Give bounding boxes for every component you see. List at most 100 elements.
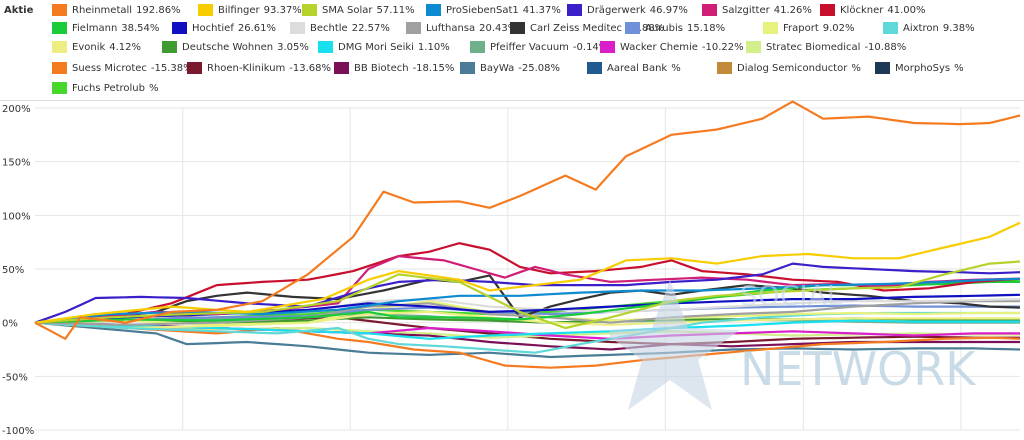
legend-value: 15.18% <box>686 22 726 34</box>
legend-item[interactable]: BB Biotech -18.15% <box>334 61 454 75</box>
legend-item[interactable]: Carl Zeiss Meditec 13.88% <box>510 21 664 35</box>
legend-item[interactable]: Bechtle 22.57% <box>290 21 390 35</box>
legend-label: Evonik <box>72 41 106 53</box>
legend-value: 1.10% <box>417 41 450 53</box>
legend-swatch <box>52 4 67 16</box>
legend-value: 46.97% <box>649 4 688 16</box>
legend-value: 57.11% <box>376 4 415 16</box>
legend-swatch <box>52 62 67 74</box>
series-line[interactable] <box>34 321 1021 359</box>
legend-label: Fuchs Petrolub <box>72 82 145 94</box>
legend-label: Salzgitter <box>722 4 770 16</box>
social-network-watermark: SOCIAL NETWORK <box>610 279 977 410</box>
series-line[interactable] <box>34 310 1020 330</box>
legend-value: -13.68% <box>289 62 332 74</box>
legend-item[interactable]: Stratec Biomedical -10.88% <box>746 40 906 54</box>
legend-item[interactable]: Evonik 4.12% <box>52 40 141 54</box>
legend-label: DMG Mori Seiki <box>338 41 414 53</box>
legend-swatch <box>406 22 421 34</box>
legend-value: -10.22% <box>701 41 744 53</box>
legend-value: 4.12% <box>109 41 142 53</box>
watermark-top: SOCIAL <box>740 279 843 312</box>
legend-value: 20.43% <box>479 22 518 34</box>
legend-item[interactable]: Fuchs Petrolub% <box>52 81 159 95</box>
legend-item[interactable]: MorphoSys% <box>875 61 964 75</box>
legend-value: 41.26% <box>773 4 812 16</box>
legend-label: Stratec Biomedical <box>766 41 861 53</box>
legend-item[interactable]: Wacker Chemie -10.22% <box>600 40 744 54</box>
legend-swatch <box>470 41 485 53</box>
legend-label: BayWa <box>480 62 515 74</box>
legend-label: MorphoSys <box>895 62 951 74</box>
legend-swatch <box>52 82 67 94</box>
legend-item[interactable]: SMA Solar 57.11% <box>302 3 415 17</box>
legend-value: -18.15% <box>412 62 455 74</box>
legend-item[interactable]: ProSiebenSat1 41.37% <box>426 3 561 17</box>
legend-value: 13.88% <box>626 22 665 34</box>
y-tick-label: -100% <box>2 426 34 437</box>
legend-label: Deutsche Wohnen <box>182 41 274 53</box>
legend-item[interactable]: Aareal Bank% <box>587 61 681 75</box>
legend-label: Bilfinger <box>218 4 260 16</box>
legend-value: 41.37% <box>522 4 561 16</box>
legend-item[interactable]: Deutsche Wohnen 3.05% <box>162 40 309 54</box>
legend-item[interactable]: Lufthansa 20.43% <box>406 21 517 35</box>
legend-label: Carl Zeiss Meditec <box>530 22 623 34</box>
legend-swatch <box>875 62 890 74</box>
watermark-bottom: NETWORK <box>740 342 977 396</box>
y-tick-label: 50% <box>2 265 24 276</box>
legend-item[interactable]: Bilfinger 93.37% <box>198 3 302 17</box>
y-axis-tick-labels: -100% -50% 0% 50% 100% 150% 200% <box>2 104 34 437</box>
y-tick-label: -50% <box>2 372 28 383</box>
series-line[interactable] <box>34 277 1021 324</box>
legend-swatch <box>52 22 67 34</box>
y-tick-label: 150% <box>2 158 31 169</box>
legend-item[interactable]: Fielmann 38.54% <box>52 21 159 35</box>
series-line[interactable] <box>34 100 1021 340</box>
series-line[interactable] <box>34 300 1020 326</box>
legend-swatch <box>334 62 349 74</box>
legend-item[interactable]: Pfeiffer Vacuum -0.14% <box>470 40 608 54</box>
legend-value: 22.57% <box>351 22 390 34</box>
legend-item[interactable]: DMG Mori Seiki 1.10% <box>318 40 450 54</box>
legend-swatch <box>198 4 213 16</box>
legend-item[interactable]: Drägerwerk 46.97% <box>567 3 688 17</box>
series-line[interactable] <box>34 262 1021 324</box>
y-tick-label: 200% <box>2 104 31 115</box>
legend-value: -0.14% <box>572 41 609 53</box>
legend-item[interactable]: Fraport 9.02% <box>763 21 855 35</box>
legend-label: Rhoen-Klinikum <box>207 62 286 74</box>
legend-item[interactable]: Hochtief 26.61% <box>172 21 276 35</box>
legend-item[interactable]: Rheinmetall 192.86% <box>52 3 181 17</box>
legend-value: 41.00% <box>887 4 926 16</box>
series-line[interactable] <box>34 221 1021 324</box>
legend-value: -10.88% <box>864 41 907 53</box>
legend-item[interactable]: Rhoen-Klinikum -13.68% <box>187 61 331 75</box>
watermark-star-icon <box>610 280 740 410</box>
legend-value: % <box>671 62 681 74</box>
legend-label: SMA Solar <box>322 4 373 16</box>
legend-swatch <box>172 22 187 34</box>
legend-item[interactable]: Aixtron 9.38% <box>883 21 975 35</box>
legend-value: -25.08% <box>518 62 561 74</box>
legend-label: Aixtron <box>903 22 939 34</box>
legend-item[interactable]: BayWa -25.08% <box>460 61 560 75</box>
legend-item[interactable]: Aurubis 15.18% <box>625 21 725 35</box>
legend-item[interactable]: Salzgitter 41.26% <box>702 3 812 17</box>
legend-item[interactable]: Klöckner 41.00% <box>820 3 926 17</box>
legend-swatch <box>746 41 761 53</box>
legend-label: Hochtief <box>192 22 234 34</box>
legend-item[interactable]: Suess Microtec -15.38% <box>52 61 193 75</box>
legend-item[interactable]: Dialog Semiconductor% <box>717 61 861 75</box>
series-line[interactable] <box>34 319 1020 340</box>
series-line[interactable] <box>34 321 1021 369</box>
y-tick-label: 100% <box>2 211 31 222</box>
legend-label: Pfeiffer Vacuum <box>490 41 569 53</box>
legend-value: % <box>954 62 964 74</box>
legend-swatch <box>820 4 835 16</box>
legend-label: Wacker Chemie <box>620 41 698 53</box>
series-line[interactable] <box>34 260 1021 330</box>
legend-value: 93.37% <box>263 4 302 16</box>
chart-legend: Aktie Rheinmetall 192.86% Bilfinger 93.37% S… <box>0 0 1024 101</box>
legend-label: Aareal Bank <box>607 62 668 74</box>
